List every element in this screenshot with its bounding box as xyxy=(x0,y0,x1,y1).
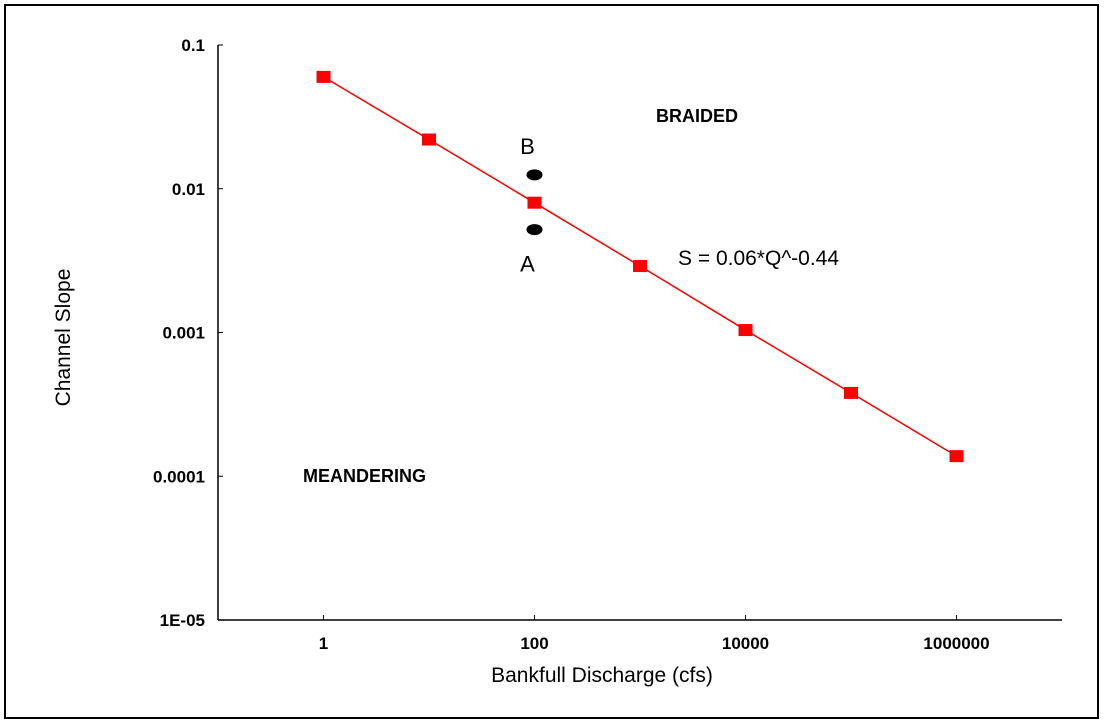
data-point-marker xyxy=(527,196,542,209)
y-tick-label: 1E-05 xyxy=(160,611,205,630)
data-point-marker xyxy=(844,386,858,399)
equation-annotation: S = 0.06*Q^-0.44 xyxy=(678,247,839,270)
points-layer: AB xyxy=(520,134,543,277)
point-b-label: B xyxy=(520,134,535,159)
point-b-marker xyxy=(526,169,543,181)
data-point-marker xyxy=(738,324,753,337)
point-a-label: A xyxy=(520,252,535,277)
x-tick-label: 1 xyxy=(319,634,328,653)
y-tick-label: 0.001 xyxy=(162,324,205,343)
x-tick-label: 1000000 xyxy=(923,634,989,653)
x-axis-title: Bankfull Discharge (cfs) xyxy=(491,664,713,687)
meandering-annotation: MEANDERING xyxy=(303,466,426,486)
chart-frame xyxy=(4,4,1099,719)
data-point-marker xyxy=(316,70,331,83)
data-point-marker xyxy=(633,260,647,273)
x-tick-label: 10000 xyxy=(722,634,769,653)
x-tick-label: 100 xyxy=(520,634,548,653)
y-axis-ticks: 1E-05 0.0001 0.001 0.01 0.1 xyxy=(153,36,223,630)
series-layer xyxy=(316,70,964,463)
chart-axes xyxy=(217,45,1062,621)
y-axis-title: Channel Slope xyxy=(52,269,75,407)
data-point-marker xyxy=(949,450,964,463)
y-tick-label: 0.01 xyxy=(172,180,205,199)
data-point-marker xyxy=(422,133,436,146)
y-tick-label: 0.1 xyxy=(181,36,205,55)
braided-annotation: BRAIDED xyxy=(656,106,738,126)
x-axis-ticks: 1 100 10000 1000000 xyxy=(319,615,990,653)
y-tick-label: 0.0001 xyxy=(153,467,205,486)
point-a-marker xyxy=(526,224,543,236)
